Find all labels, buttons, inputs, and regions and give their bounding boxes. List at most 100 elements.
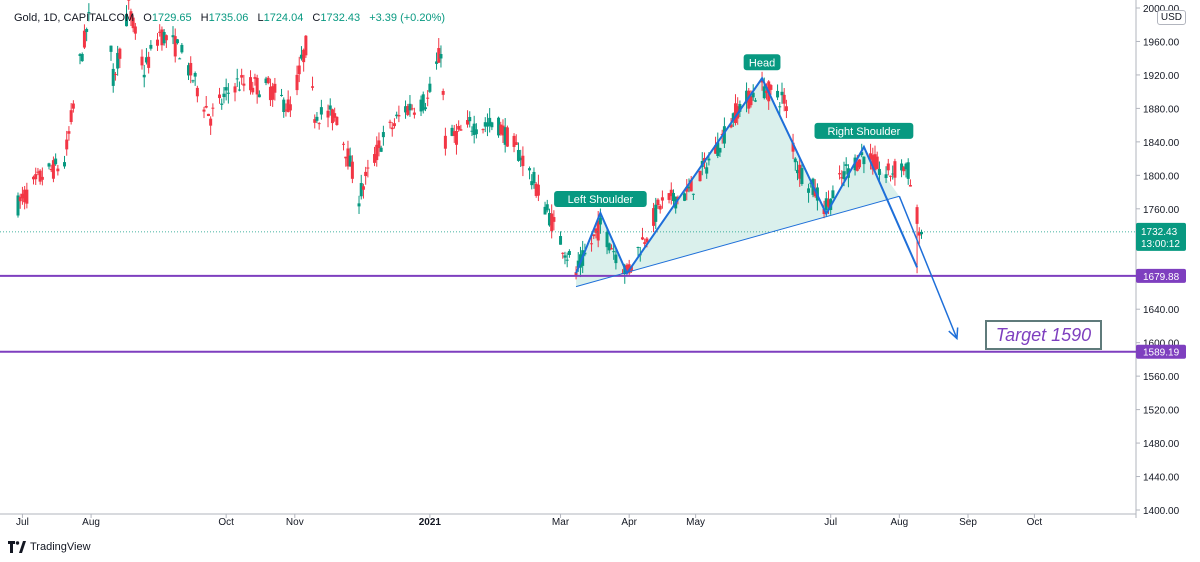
target-arrow-line[interactable] — [898, 195, 958, 339]
candle-body — [576, 260, 580, 268]
candle-body — [481, 129, 485, 131]
candle-body — [240, 75, 244, 78]
price-tick-label: 1960.00 — [1143, 37, 1180, 48]
candle-body — [499, 124, 503, 135]
candle-body — [65, 139, 69, 150]
candle-body — [224, 87, 228, 91]
candle-body — [547, 213, 551, 226]
candle-body — [745, 90, 749, 103]
symbol-label[interactable]: Gold, 1D, CAPITALCOM — [14, 12, 135, 24]
close-label: C — [312, 12, 321, 24]
candle-body — [397, 115, 401, 117]
candle-body — [206, 113, 210, 117]
candle-body — [357, 203, 361, 207]
candle-body — [273, 83, 277, 93]
candle-body — [390, 127, 394, 130]
close-value: 1732.43 — [320, 12, 361, 24]
pattern-line[interactable] — [575, 76, 918, 276]
candle-body — [282, 99, 286, 113]
candle-body — [888, 175, 892, 177]
candle-body — [38, 170, 42, 182]
candle-body — [23, 189, 27, 203]
candle-body — [596, 220, 600, 241]
neckline[interactable] — [575, 195, 900, 288]
price-tick-label: 1520.00 — [1143, 406, 1180, 417]
candle-body — [707, 158, 711, 161]
head-and-shoulders-pattern[interactable] — [575, 76, 959, 341]
candle-body — [193, 72, 197, 77]
candle-body — [671, 192, 675, 201]
candle-body — [567, 251, 571, 255]
candle-body — [652, 208, 656, 226]
price-tick-label: 1480.00 — [1143, 439, 1180, 450]
candle-body — [625, 264, 629, 272]
candle-body — [561, 252, 565, 254]
price-tick-label: 1560.00 — [1143, 372, 1180, 383]
candle-body — [85, 28, 89, 32]
candle-body — [404, 106, 408, 113]
candle-body — [871, 155, 875, 170]
candle-body — [592, 234, 596, 237]
candle-body — [512, 135, 516, 147]
candle-body — [488, 117, 492, 126]
horizontal-levels[interactable] — [0, 231, 1136, 353]
candle-body — [426, 97, 430, 99]
target-box — [985, 320, 1102, 350]
candle-body — [780, 91, 784, 96]
candle-body — [594, 228, 598, 233]
currency-badge[interactable]: USD — [1156, 10, 1186, 25]
candle-body — [782, 94, 786, 104]
candle-body — [299, 54, 303, 59]
time-tick-label: May — [686, 517, 705, 528]
candle-body — [822, 209, 826, 215]
candle-body — [612, 251, 616, 253]
candle-body — [503, 127, 507, 145]
candle-body — [764, 91, 768, 93]
candle-body — [144, 57, 148, 63]
target-arrow-head[interactable] — [948, 327, 959, 341]
candle-body — [280, 94, 284, 96]
candle-body — [470, 130, 474, 132]
candle-body — [842, 171, 846, 180]
candle-body — [605, 231, 609, 248]
price-axis[interactable]: 1400.00 1440.00 1480.00 1520.00 1560.00 1600.… — [1136, 4, 1186, 517]
candle-body — [373, 154, 377, 163]
candle-body — [536, 184, 540, 196]
candle-body — [16, 195, 20, 216]
candle-body — [392, 123, 396, 127]
annotation-label: Right Shoulder — [828, 126, 901, 138]
candle-body — [884, 174, 888, 179]
candle-body — [609, 248, 613, 250]
candle-body — [118, 48, 122, 59]
candle-body — [640, 237, 644, 240]
candle-body — [716, 142, 720, 157]
tradingview-logo[interactable]: TradingView — [8, 541, 91, 553]
candle-body — [552, 217, 556, 222]
candle-body — [131, 17, 135, 29]
candle-body — [140, 56, 144, 66]
time-axis[interactable]: Jul Aug Oct Nov 2021 Mar Apr May Jul Aug Sep Oct — [16, 514, 1042, 528]
candle-body — [505, 127, 509, 147]
candle-body — [598, 217, 602, 225]
candles — [16, 0, 923, 284]
candle-body — [171, 35, 175, 38]
candle-body — [590, 243, 594, 245]
high-label: H — [200, 12, 209, 24]
candle-body — [731, 113, 735, 122]
candle-body — [295, 74, 299, 91]
candle-body — [521, 155, 525, 167]
candle-body — [902, 167, 906, 172]
time-tick-label: Jul — [824, 517, 837, 528]
candle-body — [311, 86, 315, 88]
candle-body — [189, 62, 193, 76]
candle-body — [249, 77, 253, 91]
candle-body — [388, 121, 392, 123]
candle-body — [80, 53, 84, 62]
candle-body — [20, 193, 24, 199]
price-tick-label: 1800.00 — [1143, 171, 1180, 182]
candle-body — [791, 142, 795, 152]
low-value: 1724.04 — [263, 12, 304, 24]
time-tick-label: Sep — [959, 517, 977, 528]
candle-body — [32, 176, 36, 180]
